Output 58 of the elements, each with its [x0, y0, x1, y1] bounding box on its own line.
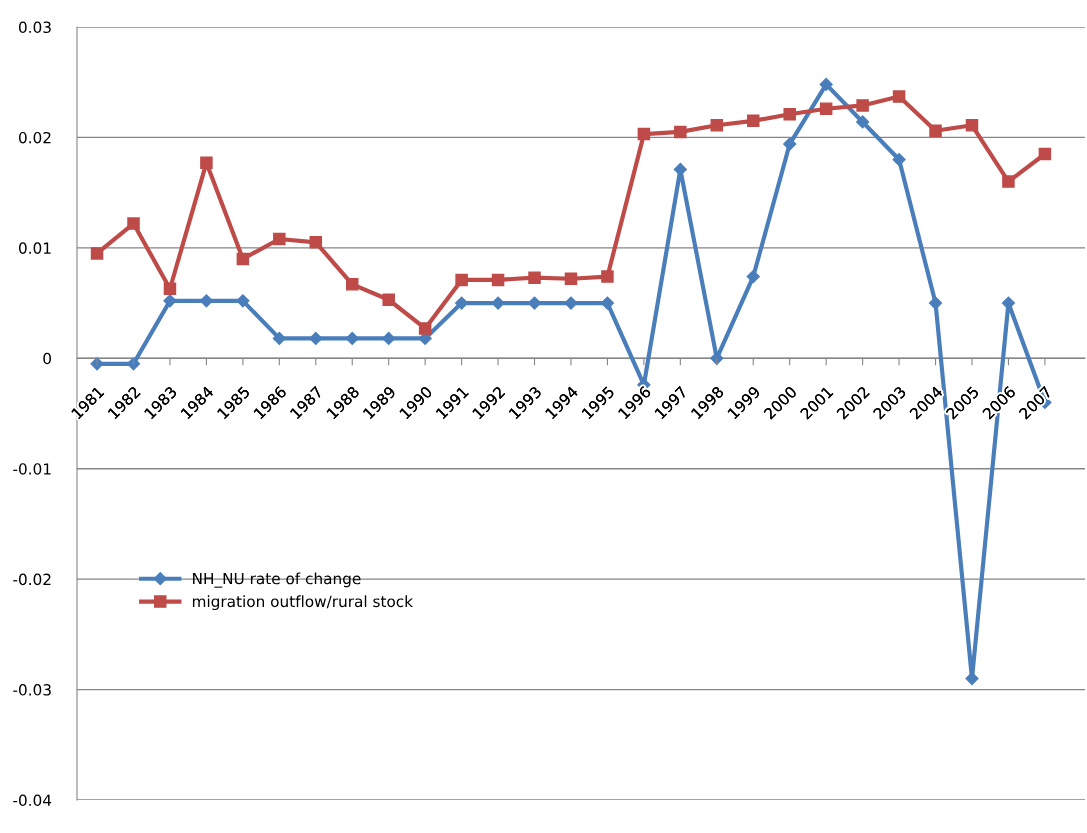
point: [1038, 147, 1052, 161]
point: [163, 294, 177, 308]
point: [1002, 175, 1015, 188]
point: [783, 107, 796, 121]
y-tick-label: 0.02: [18, 131, 51, 144]
point: [819, 77, 833, 92]
point: [199, 294, 214, 308]
y-tick-label: 0.01: [18, 242, 51, 254]
point: [819, 102, 833, 115]
point: [527, 296, 542, 310]
point: [345, 278, 359, 291]
point: [455, 296, 469, 310]
point: [601, 270, 614, 283]
y-tick-label: -0.02: [13, 573, 51, 586]
point: [746, 269, 760, 284]
y-tick-label: -0.03: [13, 684, 51, 696]
point: [382, 331, 396, 345]
point: [90, 357, 104, 371]
y-tick-label: -0.04: [13, 794, 52, 807]
point: [126, 357, 141, 371]
point: [309, 331, 323, 345]
point: [455, 273, 468, 287]
point: [783, 137, 797, 151]
point: [1001, 296, 1016, 310]
y-tick-label: 0: [43, 352, 51, 365]
legend-label: NH_NU rate of change: [193, 572, 361, 588]
point: [236, 252, 250, 266]
point: [564, 296, 578, 310]
point: [491, 296, 505, 310]
point: [929, 124, 942, 138]
point: [127, 217, 140, 230]
point: [236, 294, 250, 308]
point: [90, 247, 104, 260]
point: [163, 282, 177, 295]
point: [491, 273, 505, 287]
point: [272, 331, 286, 345]
point: [892, 152, 906, 167]
point: [892, 90, 906, 103]
point: [345, 331, 359, 345]
point: [309, 236, 323, 249]
y-tick-label: -0.01: [13, 463, 51, 475]
point: [273, 232, 286, 246]
point: [856, 115, 870, 129]
point: [528, 271, 541, 284]
point: [928, 296, 943, 310]
point: [600, 296, 615, 310]
point: [637, 127, 651, 141]
point: [564, 272, 578, 286]
y-tick-label: 0.03: [18, 21, 51, 34]
point: [856, 99, 869, 112]
point: [418, 322, 432, 335]
point: [674, 125, 687, 139]
legend-label: migration outflow/rural stock: [192, 595, 413, 611]
point: [747, 114, 760, 128]
point: [382, 293, 395, 307]
point: [200, 156, 213, 170]
point: [710, 119, 724, 132]
point: [965, 119, 979, 132]
